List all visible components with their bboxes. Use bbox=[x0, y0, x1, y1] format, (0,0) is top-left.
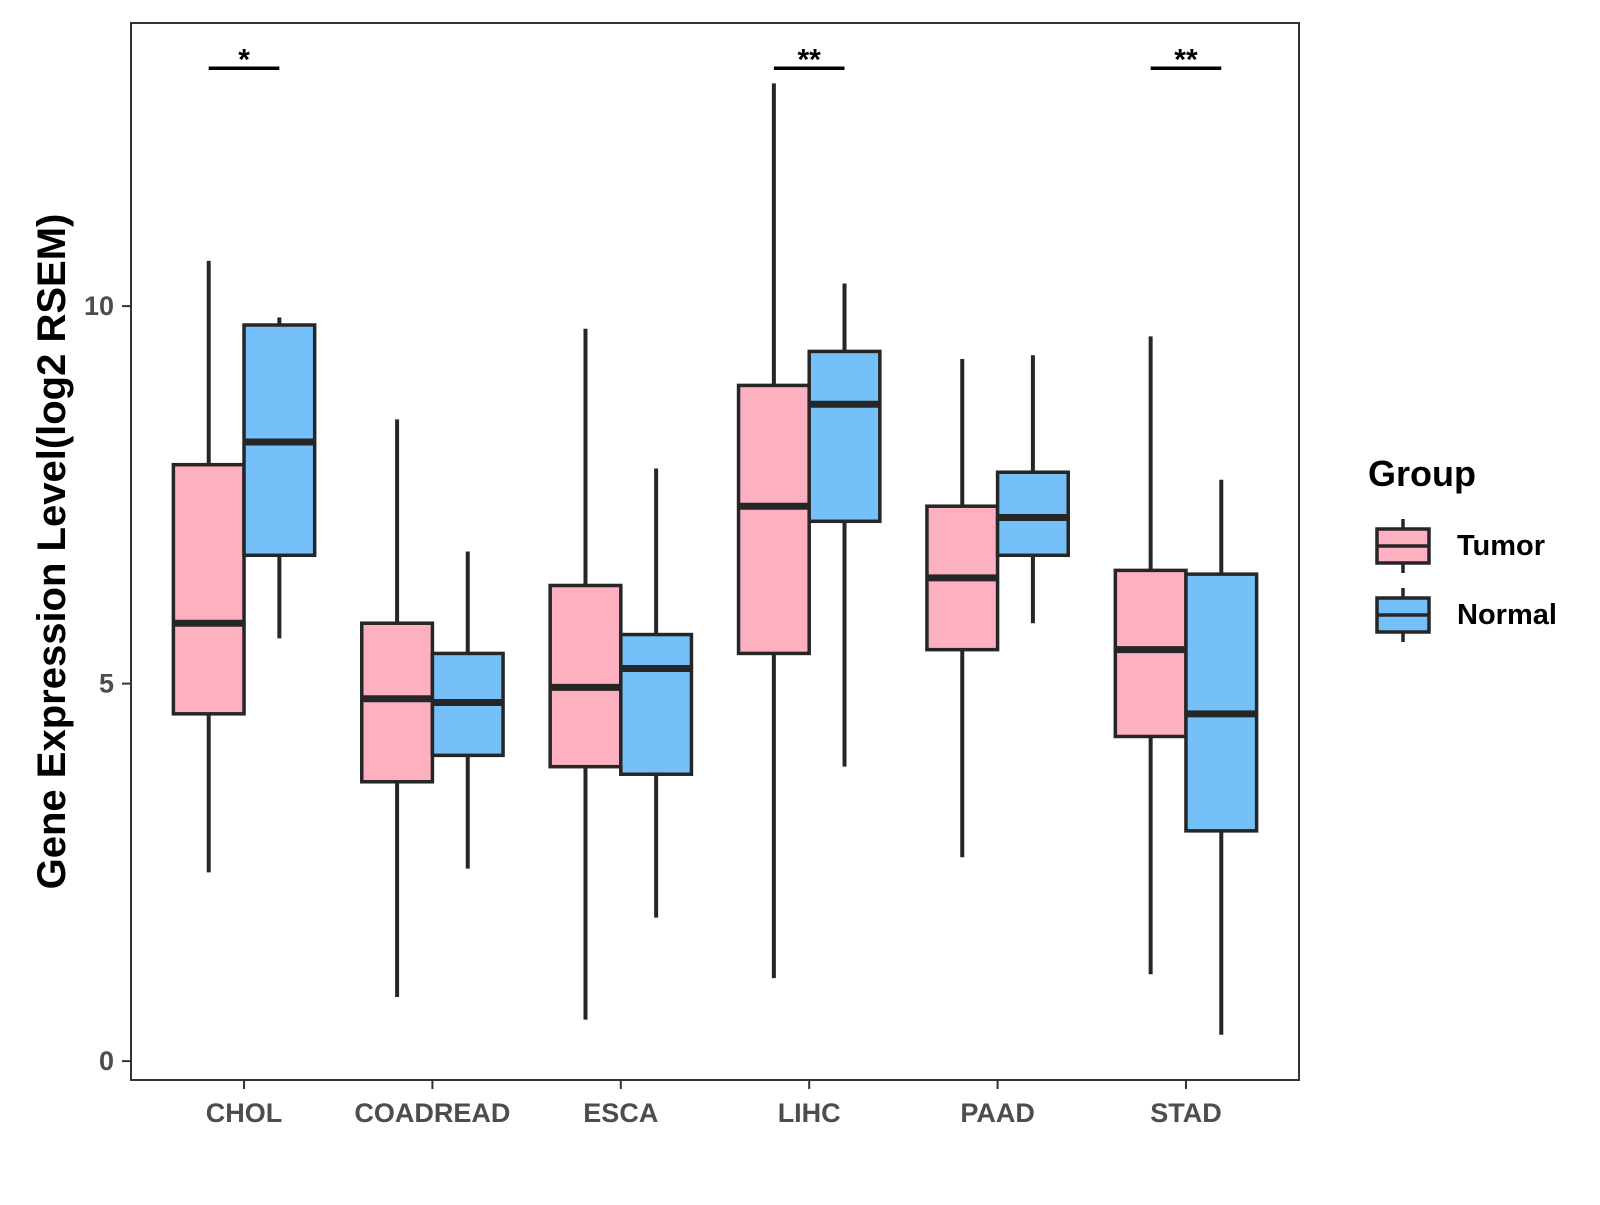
plot-panel bbox=[130, 22, 1300, 1081]
significance-chol: * bbox=[208, 43, 280, 76]
box-lihc-tumor bbox=[736, 83, 811, 979]
iqr-box bbox=[360, 621, 435, 784]
significance-label: ** bbox=[1174, 43, 1198, 76]
box-esca-normal bbox=[619, 468, 694, 918]
legend-items: Tumor Normal bbox=[1375, 519, 1557, 642]
iqr-box bbox=[1113, 568, 1188, 739]
x-tick-label: COADREAD bbox=[354, 1098, 510, 1128]
x-tick-label: CHOL bbox=[206, 1098, 283, 1128]
x-tick-label: LIHC bbox=[778, 1098, 841, 1128]
iqr-box bbox=[1184, 572, 1259, 833]
significance-label: ** bbox=[798, 43, 822, 76]
axes-layer: 0 5 10 CHOL COADREAD ESCA LIHC PAAD STAD bbox=[84, 291, 1222, 1128]
box-lihc-normal bbox=[807, 283, 882, 767]
y-tick-label: 10 bbox=[84, 291, 114, 321]
x-tick-label: ESCA bbox=[583, 1098, 658, 1128]
iqr-box bbox=[548, 583, 623, 769]
significance-label: * bbox=[238, 43, 250, 76]
significance-layer: * ** ** bbox=[208, 43, 1222, 76]
box-paad-normal bbox=[995, 355, 1070, 624]
x-tick-label: STAD bbox=[1150, 1098, 1222, 1128]
boxes-layer bbox=[171, 83, 1259, 1035]
box-coadread-tumor bbox=[360, 419, 435, 997]
legend-label: Normal bbox=[1457, 599, 1557, 631]
significance-lihc: ** bbox=[773, 43, 845, 76]
iqr-box bbox=[171, 462, 246, 716]
box-paad-tumor bbox=[925, 358, 1000, 858]
y-tick-label: 0 bbox=[99, 1046, 114, 1076]
x-tick-label: PAAD bbox=[960, 1098, 1035, 1128]
y-axis-label: Gene Expression Level(log2 RSEM) bbox=[30, 214, 74, 890]
box-stad-tumor bbox=[1113, 336, 1188, 975]
significance-stad: ** bbox=[1150, 43, 1222, 76]
legend: Group Tumor Normal bbox=[1368, 453, 1557, 642]
box-chol-tumor bbox=[171, 260, 246, 873]
iqr-box bbox=[995, 470, 1070, 558]
iqr-box bbox=[807, 349, 882, 524]
box-chol-normal bbox=[242, 317, 317, 639]
legend-title: Group bbox=[1368, 453, 1476, 494]
iqr-box bbox=[619, 632, 694, 776]
box-coadread-normal bbox=[430, 551, 505, 869]
legend-item-tumor: Tumor bbox=[1375, 519, 1545, 573]
y-tick-label: 5 bbox=[99, 669, 114, 699]
legend-item-normal: Normal bbox=[1375, 588, 1557, 642]
iqr-box bbox=[736, 383, 811, 656]
box-stad-normal bbox=[1184, 479, 1259, 1035]
legend-label: Tumor bbox=[1457, 530, 1545, 562]
